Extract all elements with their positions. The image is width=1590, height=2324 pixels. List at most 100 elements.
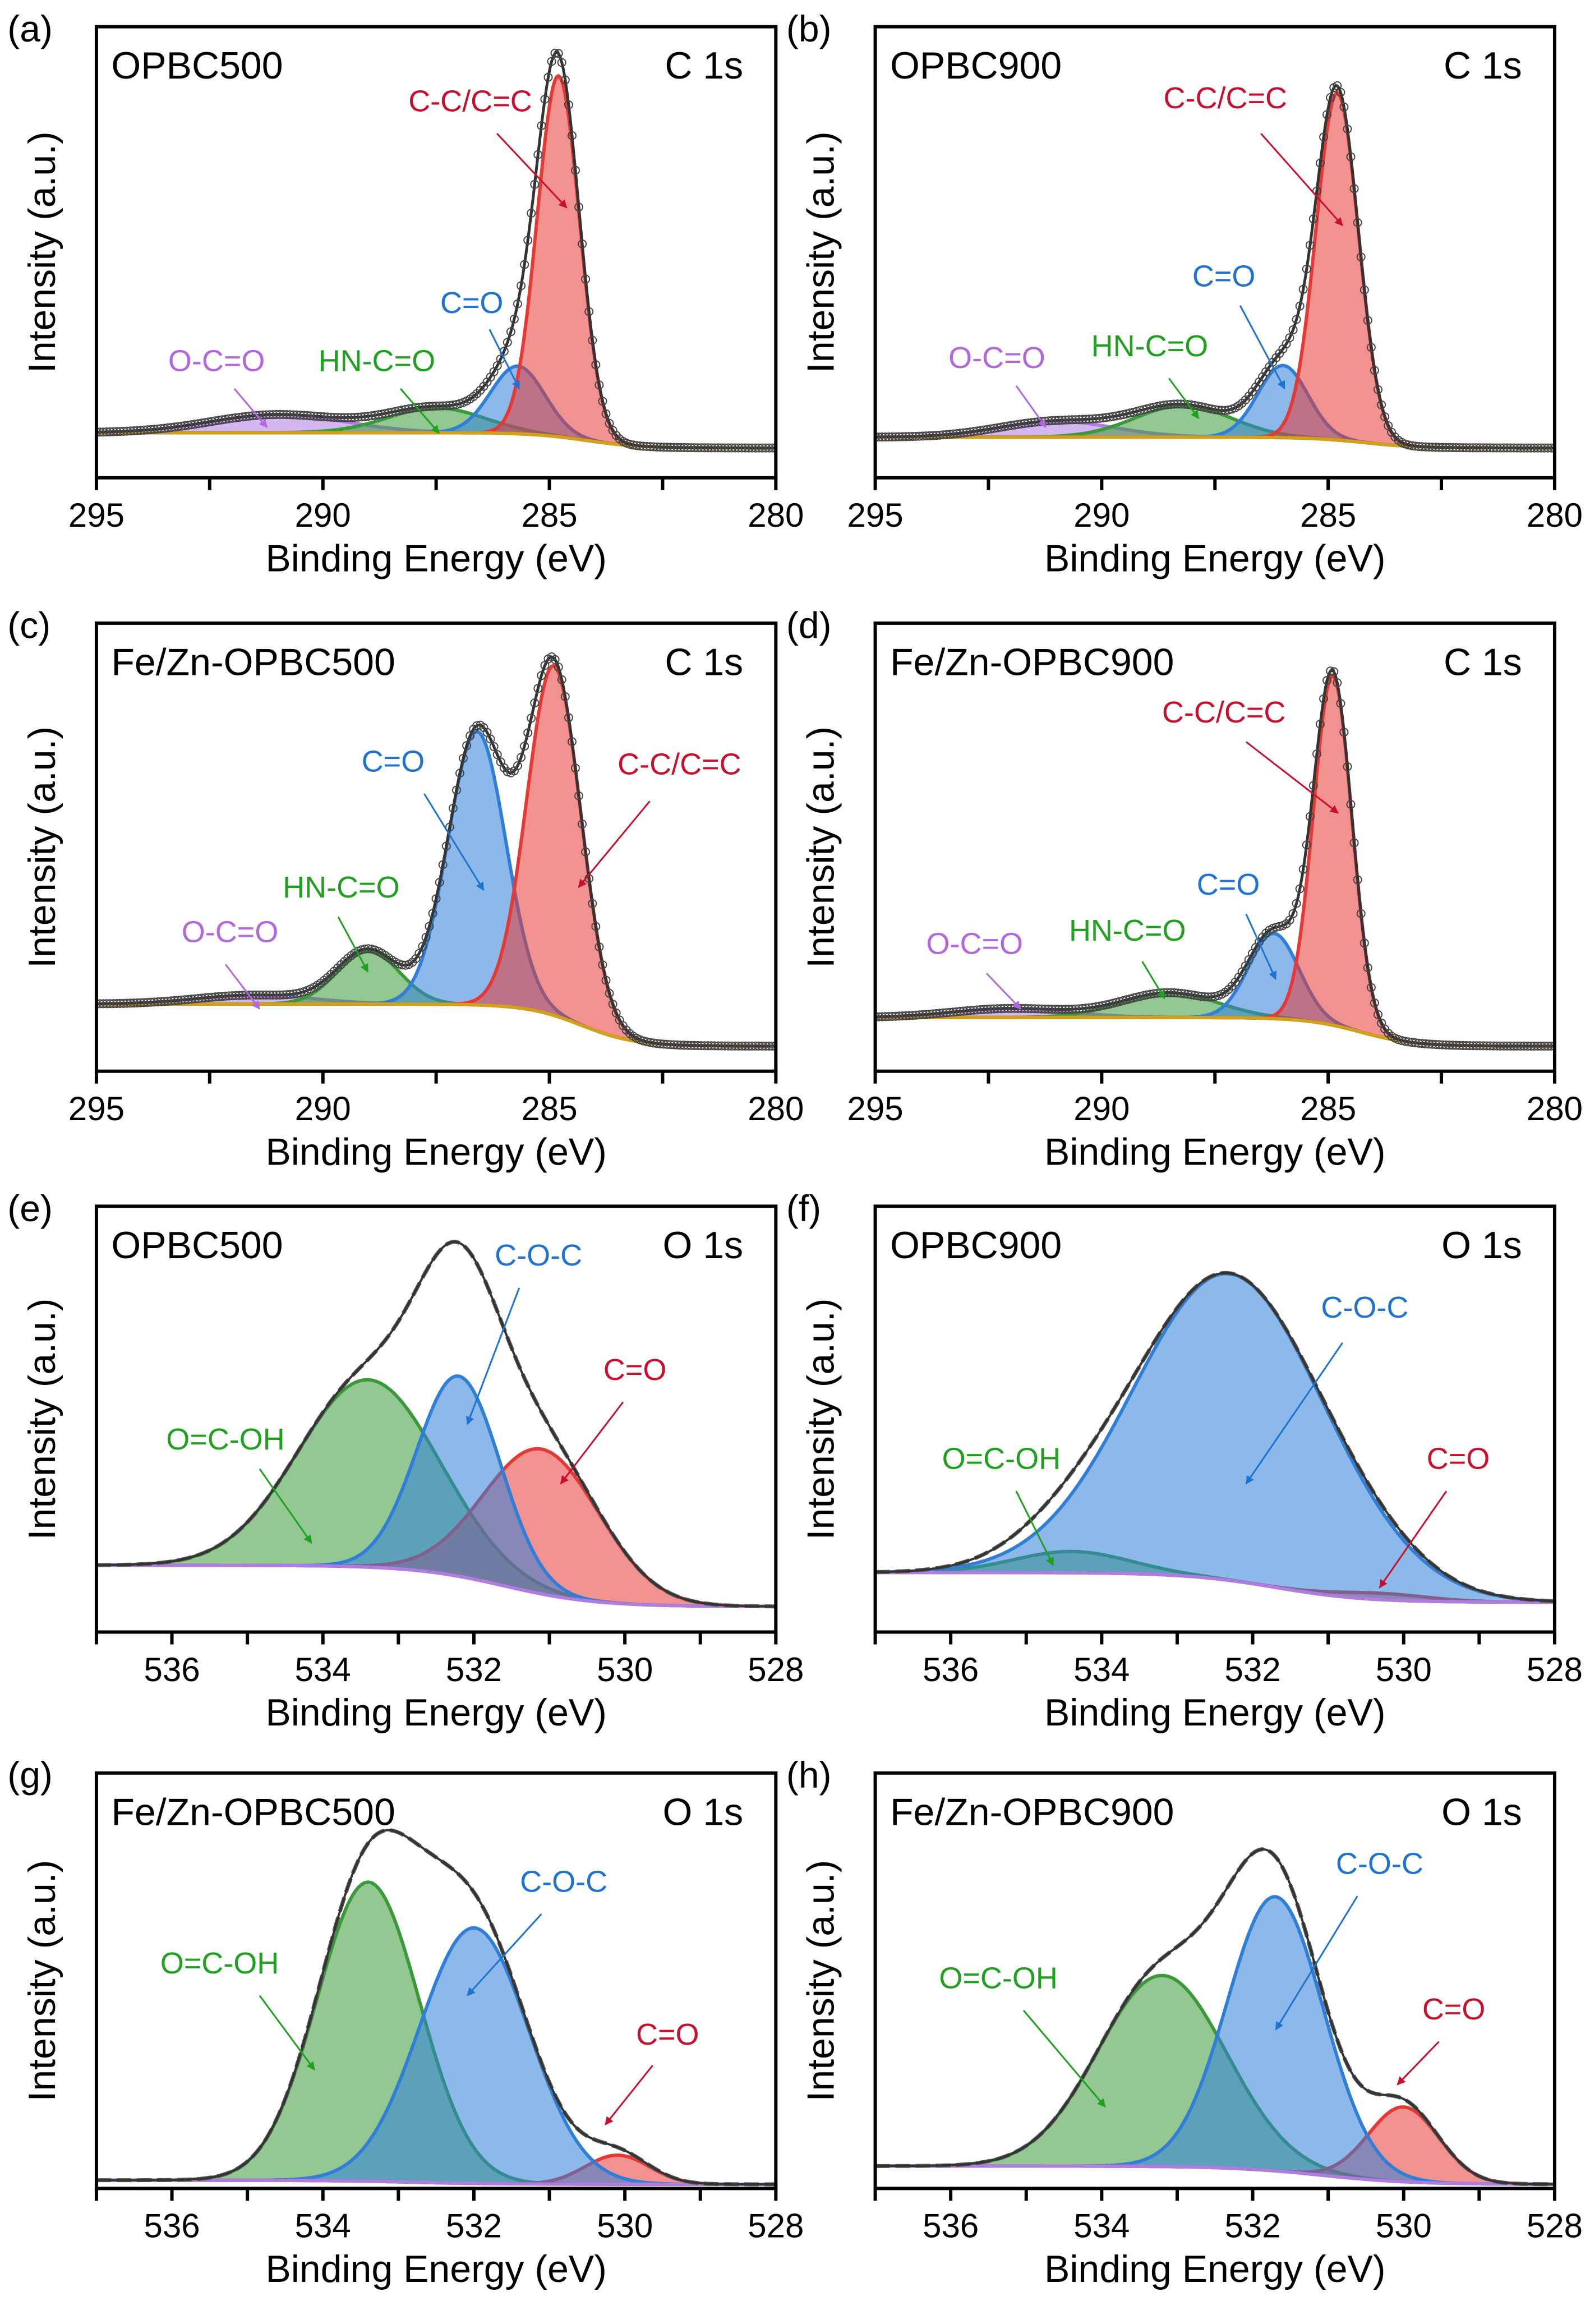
data-point (591, 922, 601, 931)
data-point (102, 427, 112, 436)
data-point (686, 443, 695, 453)
data-point (302, 411, 312, 420)
data-point (693, 1041, 702, 1050)
peak-arrow (337, 916, 369, 973)
data-point (126, 998, 135, 1008)
data-point (948, 1007, 958, 1017)
x-tick-label: 532 (1225, 1651, 1281, 1688)
peak-label: O-C=O (182, 915, 279, 949)
data-point (1346, 800, 1356, 809)
data-point (979, 1005, 989, 1014)
x-tick-label: 290 (295, 1090, 351, 1128)
peak-arrow (985, 973, 1021, 1010)
data-point (540, 94, 550, 104)
data-point (1098, 1001, 1108, 1010)
data-point (1136, 406, 1145, 415)
data-point (1207, 404, 1216, 414)
data-point (1030, 1004, 1040, 1014)
data-point (697, 1041, 706, 1051)
data-point (251, 990, 261, 1000)
data-point (969, 1005, 979, 1015)
data-point (438, 401, 448, 411)
data-point (1424, 1039, 1434, 1049)
data-point (666, 1040, 675, 1050)
peak-arrow (1260, 133, 1343, 227)
peak-label: HN-C=O (283, 871, 400, 904)
data-point (1125, 408, 1135, 418)
data-point (686, 1041, 695, 1050)
peak-label: C-C/C=C (1164, 81, 1288, 115)
data-point (1550, 443, 1555, 453)
data-point (646, 442, 655, 452)
peak-arrow (233, 388, 268, 428)
data-point (1356, 252, 1366, 262)
data-point (116, 427, 125, 436)
y-axis-label: Intensity (a.u.) (799, 1299, 842, 1540)
data-point (509, 314, 519, 324)
data-point (1132, 407, 1141, 416)
x-tick-label: 290 (1073, 1090, 1130, 1128)
data-point (425, 922, 434, 931)
data-point (669, 1040, 679, 1050)
data-point (438, 860, 448, 869)
data-point (1298, 864, 1308, 874)
data-point (1128, 407, 1138, 417)
data-point (999, 422, 1009, 431)
data-point (901, 1011, 911, 1020)
data-point (1441, 1040, 1451, 1050)
data-point (1349, 184, 1359, 194)
data-point (122, 998, 132, 1008)
data-point (1088, 414, 1098, 424)
data-point (938, 1008, 948, 1018)
data-point (1488, 443, 1498, 453)
peak-arrow (1015, 1490, 1054, 1566)
data-point (1526, 443, 1536, 453)
data-point (1363, 963, 1372, 973)
data-point (1067, 1005, 1077, 1014)
data-point (132, 426, 142, 435)
data-point (363, 412, 373, 421)
x-tick-label: 290 (295, 496, 351, 534)
data-point (418, 402, 427, 412)
data-point (676, 1041, 685, 1050)
y-axis-label: Intensity (a.u.) (799, 1860, 842, 2102)
data-point (584, 307, 594, 316)
x-tick-label: 534 (295, 1651, 351, 1688)
data-point (679, 1041, 689, 1050)
data-point (1146, 990, 1155, 999)
data-point (1472, 443, 1481, 453)
x-axis-label: Binding Energy (eV) (265, 537, 607, 579)
data-point (1536, 1041, 1546, 1051)
data-point (1435, 1040, 1444, 1050)
data-point (1071, 415, 1080, 425)
data-point (1166, 988, 1176, 997)
data-point (156, 424, 165, 434)
data-point (935, 430, 944, 440)
data-point (1543, 443, 1552, 453)
data-point (1288, 909, 1298, 918)
data-point (642, 441, 652, 451)
peak-label: C-O-C (1336, 1847, 1423, 1881)
data-point (986, 1004, 996, 1014)
fit-envelope (96, 1829, 776, 2185)
data-point (713, 1041, 723, 1051)
data-point (428, 402, 437, 411)
data-point (1102, 413, 1111, 422)
data-point (1445, 1041, 1454, 1050)
data-point (703, 1041, 713, 1051)
data-point (1526, 1041, 1536, 1051)
data-point (601, 409, 611, 418)
data-point (224, 414, 234, 424)
data-point (1363, 316, 1372, 325)
data-point (1125, 994, 1135, 1004)
data-point (989, 1004, 999, 1014)
data-point (116, 998, 125, 1008)
data-point (1207, 992, 1216, 1002)
data-point (245, 411, 254, 421)
x-axis-label: Binding Energy (eV) (265, 1130, 607, 1173)
data-point (768, 1041, 776, 1051)
data-point (727, 443, 736, 453)
data-point (1271, 922, 1281, 932)
data-point (751, 1041, 760, 1051)
peak-fill-C-O-C (875, 1897, 1555, 2184)
